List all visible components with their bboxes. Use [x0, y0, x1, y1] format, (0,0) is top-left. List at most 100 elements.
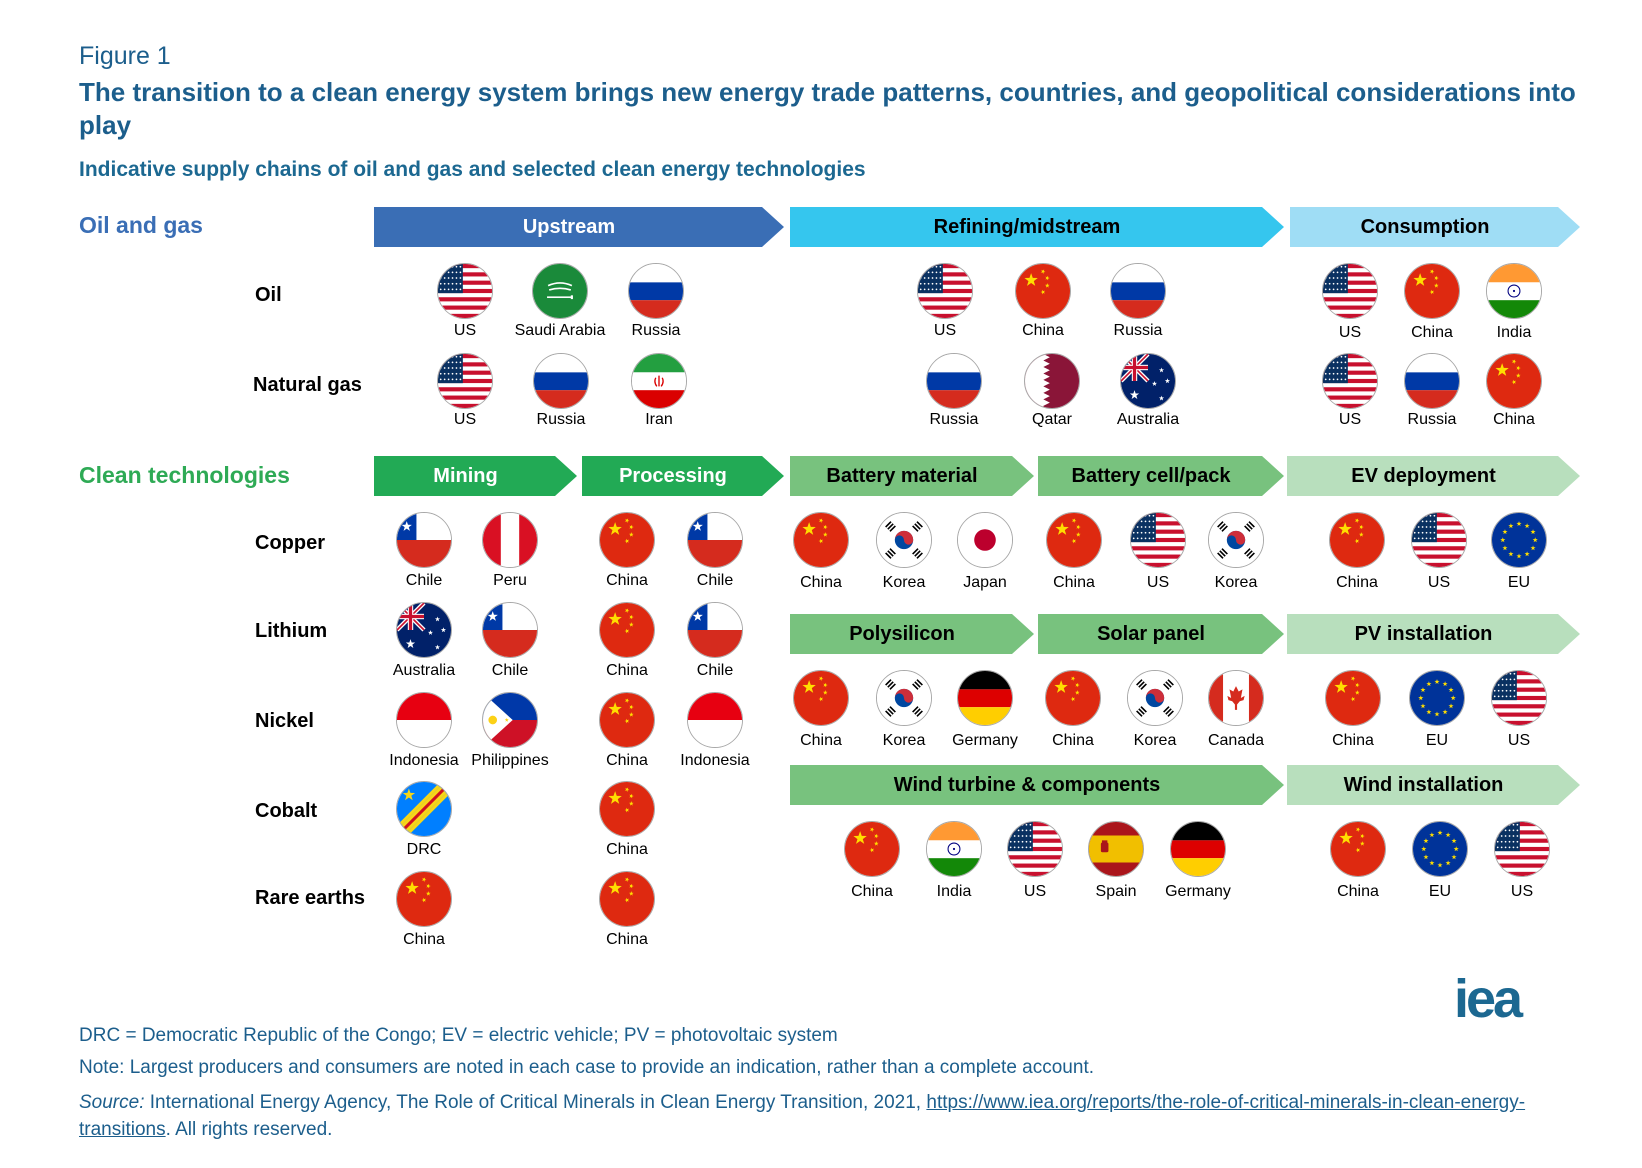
stage-consumption-label: Consumption — [1360, 215, 1490, 238]
us-flag-icon — [437, 263, 493, 319]
country-label: India — [1496, 324, 1532, 341]
us-flag-icon — [1130, 512, 1186, 568]
country-label: US — [1507, 732, 1531, 749]
country-label: EU — [1507, 574, 1531, 591]
country-label: Qatar — [1031, 411, 1073, 428]
china-flag-icon — [793, 670, 849, 726]
india-flag-icon — [926, 821, 982, 877]
stage-refining: Refining/midstream — [790, 207, 1284, 247]
country-label: China — [1332, 732, 1374, 749]
country-label: US — [1023, 883, 1047, 900]
country-label: China — [1411, 324, 1453, 341]
us-flag-icon — [1322, 353, 1378, 409]
stage-consumption: Consumption — [1290, 207, 1580, 247]
stage-processing-label: Processing — [619, 464, 727, 487]
india-flag-icon — [1486, 263, 1542, 319]
stage-wind-install-label: Wind installation — [1343, 773, 1504, 796]
spain-flag-icon — [1088, 821, 1144, 877]
russia-flag-icon — [1110, 263, 1166, 319]
korea-flag-icon — [1127, 670, 1183, 726]
korea-flag-icon — [1208, 512, 1264, 568]
country-label: Chile — [491, 662, 529, 679]
iea-logo: iea — [1454, 969, 1523, 1029]
saudi-flag-icon — [532, 263, 588, 319]
stage-ev-deployment: EV deployment — [1287, 456, 1580, 496]
country-label: Iran — [645, 411, 673, 428]
china-flag-icon — [599, 781, 655, 837]
country-label: China — [800, 574, 842, 591]
stage-wind-turbine: Wind turbine & components — [790, 765, 1284, 805]
germany-flag-icon — [1170, 821, 1226, 877]
country-label: China — [1337, 883, 1379, 900]
country-label: Philippines — [471, 752, 549, 769]
china-flag-icon — [1045, 670, 1101, 726]
china-flag-icon — [396, 871, 452, 927]
country-label: China — [1493, 411, 1535, 428]
country-label: Chile — [696, 572, 734, 589]
country-label: Germany — [1165, 883, 1231, 900]
country-label: Indonesia — [680, 752, 750, 769]
chile-flag-icon — [687, 512, 743, 568]
country-label: US — [1338, 411, 1362, 428]
stage-battery-cell-label: Battery cell/pack — [1071, 464, 1231, 487]
source-end: . All rights reserved. — [165, 1119, 333, 1140]
footnote-note: Note: Largest producers and consumers ar… — [79, 1057, 1094, 1078]
country-label: US — [1427, 574, 1451, 591]
row-label-natural-gas: Natural gas — [253, 374, 362, 396]
chile-flag-icon — [396, 512, 452, 568]
country-label: Australia — [392, 662, 456, 679]
stage-battery-cell: Battery cell/pack — [1038, 456, 1284, 496]
country-label: EU — [1425, 732, 1449, 749]
drc-flag-icon — [396, 781, 452, 837]
china-flag-icon — [599, 512, 655, 568]
row-label-copper: Copper — [255, 532, 325, 554]
iran-flag-icon — [631, 353, 687, 409]
row-label-nickel: Nickel — [255, 710, 314, 732]
china-flag-icon — [793, 512, 849, 568]
country-label: US — [933, 322, 957, 339]
country-label: China — [1052, 732, 1094, 749]
stage-battery-material-label: Battery material — [826, 464, 978, 487]
country-label: DRC — [406, 841, 442, 858]
country-label: US — [453, 411, 477, 428]
source-link[interactable]: https://www.iea.org/reports/the-role-of-… — [79, 1092, 1526, 1140]
china-flag-icon — [1404, 263, 1460, 319]
us-flag-icon — [1411, 512, 1467, 568]
russia-flag-icon — [628, 263, 684, 319]
section-clean-technologies: Clean technologies — [79, 462, 290, 488]
country-label: Japan — [963, 574, 1007, 591]
china-flag-icon — [599, 692, 655, 748]
russia-flag-icon — [1404, 353, 1460, 409]
row-label-oil: Oil — [255, 284, 282, 306]
row-label-lithium: Lithium — [255, 620, 328, 642]
footnote-abbreviations: DRC = Democratic Republic of the Congo; … — [79, 1025, 838, 1046]
country-label: China — [403, 931, 445, 948]
source-label: Source: — [79, 1092, 145, 1113]
source-text: International Energy Agency, The Role of… — [144, 1092, 927, 1113]
korea-flag-icon — [876, 512, 932, 568]
figure-subtitle: Indicative supply chains of oil and gas … — [79, 158, 866, 181]
country-label: Chile — [405, 572, 443, 589]
us-flag-icon — [437, 353, 493, 409]
country-label: Russia — [929, 411, 979, 428]
peru-flag-icon — [482, 512, 538, 568]
stage-polysilicon: Polysilicon — [790, 614, 1034, 654]
us-flag-icon — [1491, 670, 1547, 726]
figure-label: Figure 1 — [79, 42, 171, 70]
section-oil-gas: Oil and gas — [79, 212, 203, 238]
stage-solar-panel: Solar panel — [1038, 614, 1284, 654]
country-label: China — [606, 931, 648, 948]
row-label-cobalt: Cobalt — [255, 800, 318, 822]
indonesia-flag-icon — [396, 692, 452, 748]
china-flag-icon — [599, 602, 655, 658]
china-flag-icon — [1329, 512, 1385, 568]
germany-flag-icon — [957, 670, 1013, 726]
china-flag-icon — [1486, 353, 1542, 409]
country-label: China — [800, 732, 842, 749]
korea-flag-icon — [876, 670, 932, 726]
country-label: US — [1146, 574, 1170, 591]
qatar-flag-icon — [1024, 353, 1080, 409]
stage-wind-installation: Wind installation — [1287, 765, 1580, 805]
eu-flag-icon — [1409, 670, 1465, 726]
country-label: US — [1510, 883, 1534, 900]
